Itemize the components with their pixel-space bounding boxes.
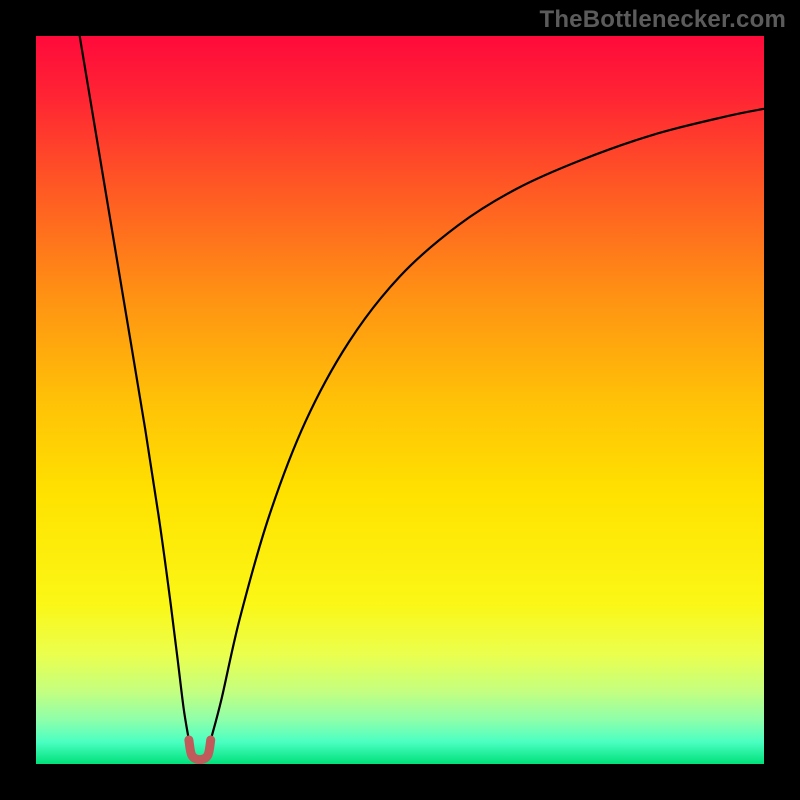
curve-layer bbox=[36, 36, 764, 764]
plot-frame bbox=[36, 36, 764, 764]
dip-marker bbox=[189, 740, 211, 760]
curve-right-branch bbox=[211, 109, 764, 740]
chart-container: TheBottlenecker.com bbox=[0, 0, 800, 800]
watermark-text: TheBottlenecker.com bbox=[539, 6, 786, 34]
curve-left-branch bbox=[80, 36, 189, 740]
